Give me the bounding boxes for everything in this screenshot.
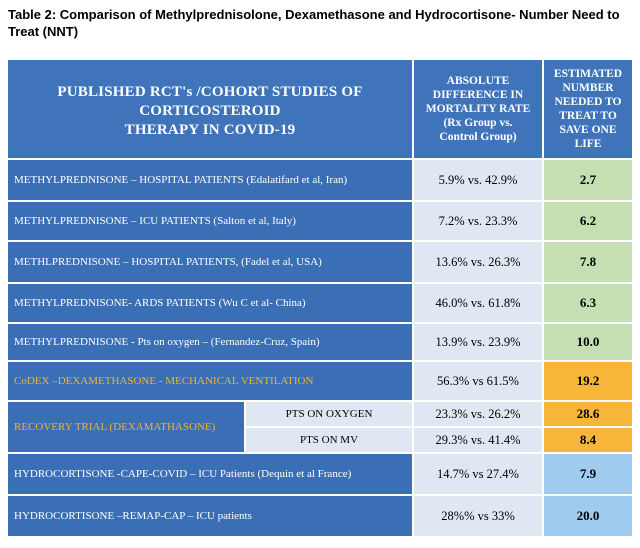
row-4-nnt: 6.3 [544, 284, 632, 322]
row-2-difference: 7.2% vs. 23.3% [414, 202, 542, 240]
nnt-table: PUBLISHED RCT's /COHORT STUDIES OF CORTI… [8, 60, 632, 536]
row-5-difference: 13.9% vs. 23.9% [414, 324, 542, 360]
header-difference-line5: Control Group) [439, 131, 517, 143]
row-6-difference: 56.3% vs 61.5% [414, 362, 542, 400]
row-9-study: HYDROCORTISONE –REMAP-CAP – ICU patients [8, 496, 412, 536]
header-nnt-line4: TREAT TO [559, 110, 617, 122]
header-difference: ABSOLUTE DIFFERENCE IN MORTALITY RATE (R… [414, 60, 542, 158]
row-7-nnt2: 8.4 [544, 428, 632, 452]
row-7-sub1: PTS ON OXYGEN [246, 402, 412, 426]
header-nnt: ESTIMATED NUMBER NEEDED TO TREAT TO SAVE… [544, 60, 632, 158]
header-studies-line2: CORTICOSTEROID [139, 102, 281, 119]
row-6-nnt: 19.2 [544, 362, 632, 400]
row-3-nnt: 7.8 [544, 242, 632, 282]
header-nnt-line5: SAVE ONE [559, 124, 617, 136]
header-studies-line1: PUBLISHED RCT's /COHORT STUDIES OF [57, 83, 363, 100]
row-7-study: RECOVERY TRIAL (DEXAMATHASONE) [8, 402, 244, 452]
row-2-study: METHYLPREDNISONE – ICU PATIENTS (Salton … [8, 202, 412, 240]
header-difference-line3: MORTALITY RATE [425, 103, 531, 115]
row-7-sub2: PTS ON MV [246, 428, 412, 452]
row-5-nnt: 10.0 [544, 324, 632, 360]
header-difference-line2: DIFFERENCE IN [432, 89, 524, 101]
row-1-study: METHYLPREDNISONE – HOSPITAL PATIENTS (Ed… [8, 160, 412, 200]
header-studies: PUBLISHED RCT's /COHORT STUDIES OF CORTI… [8, 60, 412, 158]
row-1-nnt: 2.7 [544, 160, 632, 200]
header-difference-line4: (Rx Group vs. [443, 117, 513, 129]
row-8-nnt: 7.9 [544, 454, 632, 494]
row-6-study: CoDEX –DEXAMETHASONE - MECHANICAL VENTIL… [8, 362, 412, 400]
table-caption: Table 2: Comparison of Methylprednisolon… [8, 7, 620, 39]
row-3-study: METHLPREDNISONE – HOSPITAL PATIENTS, (Fa… [8, 242, 412, 282]
row-9-nnt: 20.0 [544, 496, 632, 536]
header-nnt-line2: NUMBER [562, 82, 614, 94]
header-difference-line1: ABSOLUTE [446, 75, 510, 87]
row-9-difference: 28%% vs 33% [414, 496, 542, 536]
header-nnt-line3: NEEDED TO [554, 96, 622, 108]
row-3-difference: 13.6% vs. 26.3% [414, 242, 542, 282]
row-1-difference: 5.9% vs. 42.9% [414, 160, 542, 200]
row-7-difference1: 23.3% vs. 26.2% [414, 402, 542, 426]
header-nnt-line6: LIFE [574, 138, 602, 150]
row-7-nnt1: 28.6 [544, 402, 632, 426]
row-2-nnt: 6.2 [544, 202, 632, 240]
row-4-study: METHYLPREDNISONE- ARDS PATIENTS (Wu C et… [8, 284, 412, 322]
header-nnt-line1: ESTIMATED [553, 68, 623, 80]
row-5-study: METHYLPREDNISONE - Pts on oxygen – (Fern… [8, 324, 412, 360]
row-7-difference2: 29.3% vs. 41.4% [414, 428, 542, 452]
header-studies-line3: THERAPY IN COVID-19 [124, 121, 296, 138]
row-4-difference: 46.0% vs. 61.8% [414, 284, 542, 322]
row-8-study: HYDROCORTISONE -CAPE-COVID – ICU Patient… [8, 454, 412, 494]
row-8-difference: 14.7% vs 27.4% [414, 454, 542, 494]
